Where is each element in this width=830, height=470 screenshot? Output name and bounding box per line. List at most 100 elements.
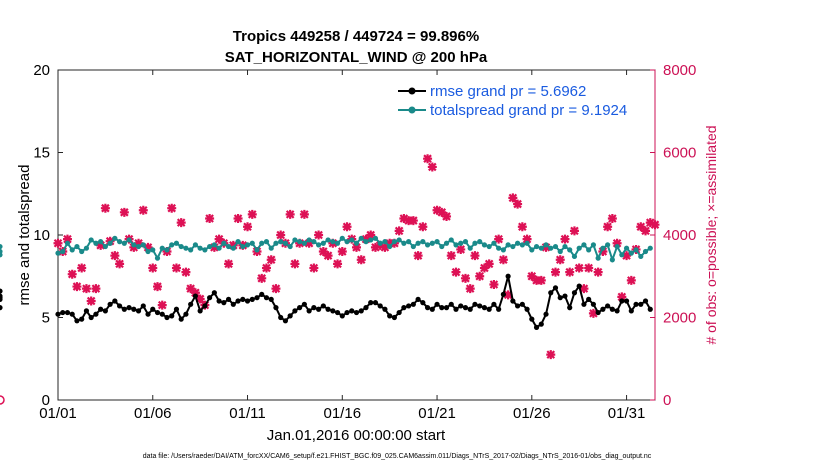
rmse-point (221, 300, 227, 306)
rmse-point (552, 285, 559, 291)
totalspread-series (0, 235, 653, 263)
obs-assimilated-marker (304, 238, 314, 248)
obs-assimilated-marker (247, 209, 257, 219)
rmse-point (481, 305, 488, 311)
obs-assimilated-marker (418, 222, 428, 232)
obs-assimilated-marker (100, 203, 110, 213)
totalspread-point (377, 240, 383, 246)
obs-cross (645, 218, 655, 228)
obs-cross (309, 263, 319, 273)
y-right-tick-label: 4000 (663, 227, 696, 244)
totalspread-point (83, 245, 90, 251)
obs-cross (228, 240, 238, 250)
legend-spread-label: totalspread grand pr = 9.1924 (430, 102, 627, 119)
totalspread-point (230, 245, 236, 251)
totalspread-point (292, 237, 298, 243)
obs-assimilated-marker (195, 294, 205, 304)
obs-assimilated-marker (593, 267, 603, 277)
rmse-point (439, 305, 445, 311)
rmse-point (410, 301, 416, 307)
obs-assimilated-marker (532, 275, 542, 285)
totalspread-point (282, 240, 289, 246)
obs-cross (489, 280, 499, 289)
rmse-point (420, 300, 426, 306)
rmse-point (211, 290, 217, 296)
rmse-point (154, 309, 161, 316)
obs-assimilated-marker (81, 284, 91, 294)
rmse-point (472, 301, 478, 307)
totalspread-point (79, 248, 85, 255)
rmse-point (462, 305, 469, 311)
obs-assimilated-marker (394, 226, 404, 236)
plot-area (57, 69, 656, 401)
rmse-point (145, 311, 151, 317)
obs-cross (532, 275, 542, 285)
obs-cross (456, 244, 466, 254)
obs-cross (290, 259, 300, 269)
rmse-point (188, 301, 194, 307)
rmse-point (263, 295, 270, 301)
totalspread-point (334, 240, 341, 246)
obs-assimilated-marker (470, 251, 480, 261)
rmse-point (74, 318, 80, 324)
obs-assimilated-marker (385, 238, 395, 248)
obs-cross (81, 284, 91, 294)
totalspread-point (443, 240, 450, 246)
totalspread-point (306, 237, 312, 243)
obs-cross (404, 216, 414, 226)
rmse-point (116, 303, 123, 309)
obs-cross (536, 275, 546, 285)
rmse-point (576, 283, 582, 289)
totalspread-point (605, 242, 611, 248)
y-tick-label: 15 (33, 145, 50, 162)
rmse-point (505, 273, 511, 279)
totalspread-point (140, 242, 146, 248)
obs-cross (190, 288, 200, 298)
totalspread-point (192, 242, 199, 248)
obs-assimilated-marker (115, 259, 125, 269)
totalspread-point (391, 239, 398, 245)
obs-cross (337, 247, 347, 256)
totalspread-point (548, 245, 554, 251)
totalspread-point (178, 243, 184, 250)
obs-assimilated-marker (352, 242, 361, 252)
totalspread-point (410, 243, 416, 250)
rmse-point (524, 306, 530, 312)
obs-assimilated-marker (214, 234, 224, 244)
chart-title-line1: Tropics 449258 / 449724 = 99.896% (233, 28, 479, 45)
totalspread-point (590, 242, 597, 248)
totalspread-point (69, 247, 75, 253)
totalspread-point (121, 240, 127, 246)
totalspread-point (74, 243, 80, 250)
totalspread-point (514, 240, 521, 246)
obs-assimilated-marker (290, 259, 300, 269)
totalspread-point (439, 243, 445, 250)
rmse-point (633, 301, 639, 307)
obs-assimilated-marker (337, 247, 347, 256)
totalspread-point (477, 239, 483, 245)
obs-cross (67, 269, 77, 279)
totalspread-point (429, 240, 435, 246)
obs-cross (115, 259, 125, 269)
rmse-point (382, 306, 388, 312)
obs-assimilated-marker (565, 267, 575, 277)
totalspread-point (623, 245, 630, 251)
obs-cross (53, 238, 63, 248)
obs-cross (508, 193, 518, 203)
rmse-point (287, 313, 293, 319)
totalspread-point (88, 237, 94, 243)
obs-cross (96, 240, 106, 250)
obs-cross (356, 255, 366, 265)
totalspread-point (98, 239, 104, 245)
obs-cross (167, 203, 177, 213)
rmse-point (619, 298, 625, 304)
x-tick-label: 01/26 (513, 405, 551, 422)
obs-cross (304, 238, 314, 248)
obs-assimilated-marker (318, 247, 328, 256)
rmse-point (586, 296, 592, 302)
obs-assimilated-marker (233, 214, 243, 223)
obs-cross (186, 284, 196, 294)
obs-assimilated-marker (224, 259, 234, 269)
rmse-point (486, 306, 492, 312)
rmse-point (135, 308, 142, 314)
